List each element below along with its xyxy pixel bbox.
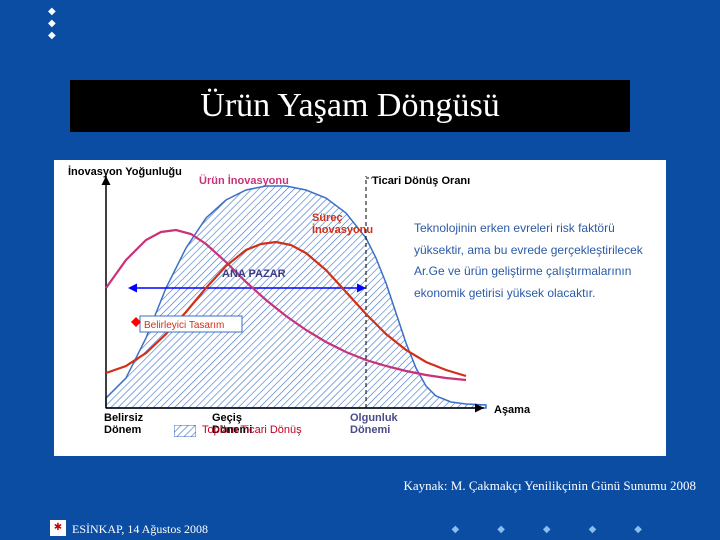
ana-pazar-label: ANA PAZAR <box>222 268 286 280</box>
footer-diamonds: ◆◆◆◆◆ <box>452 524 680 535</box>
chart-container: Belirleyici Tasarım İnovasyon Yoğunluğu … <box>54 160 666 456</box>
source-line: Kaynak: M. Çakmakçı Yenilikçinin Günü Su… <box>404 478 697 494</box>
legend-swatch <box>174 425 196 437</box>
product-innov-label: Ürün İnovasyonu <box>199 175 289 187</box>
slide-title: Ürün Yaşam Döngüsü <box>200 87 499 125</box>
xaxis-title: Aşama <box>494 404 530 416</box>
y-axis-title: İnovasyon Yoğunluğu <box>68 166 182 178</box>
phase-0: Belirsiz Dönem <box>104 412 143 436</box>
svg-text:Belirleyici Tasarım: Belirleyici Tasarım <box>144 320 224 331</box>
annotation-text: Teknolojinin erken evreleri risk faktörü… <box>414 218 654 304</box>
legend-label: Toplam Ticari Dönüş <box>202 424 302 436</box>
bullet-decor: ◆◆◆ <box>48 6 56 42</box>
process-innov-label: Süreç İnovasyonu <box>312 212 373 236</box>
footer-text: ESİNKAP, 14 Ağustos 2008 <box>72 522 208 537</box>
footer-icon: ✱ <box>50 520 66 536</box>
phase-2: Olgunluk Dönemi <box>350 412 398 436</box>
title-bar: Ürün Yaşam Döngüsü <box>70 80 630 132</box>
tcr-label: Ticari Dönüş Oranı <box>372 175 470 187</box>
